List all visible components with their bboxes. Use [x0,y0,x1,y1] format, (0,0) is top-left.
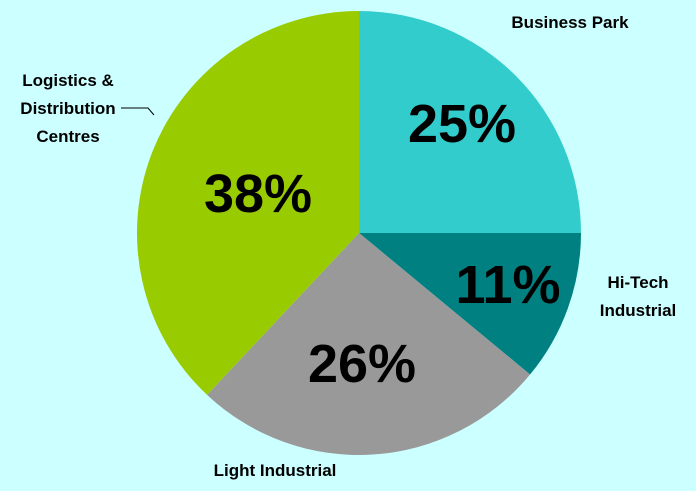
category-label-line: Distribution [20,99,115,118]
pie-slices [137,11,581,455]
category-label-logistics-distribution: Logistics & Distribution Centres [20,71,115,146]
category-label-line: Logistics & [22,71,114,90]
category-label-line: Light Industrial [214,461,337,480]
category-label-business-park: Business Park [511,13,629,32]
slice-business-park [359,11,581,233]
category-label-light-industrial: Light Industrial [214,461,337,480]
value-label-hi-tech-industrial: 11% [455,255,560,315]
slice-logistics-distribution [137,11,359,395]
category-label-line: Hi-Tech [607,273,668,292]
logistics-leader-line [121,107,155,116]
slice-hi-tech-industrial [359,233,581,375]
value-label-logistics-distribution: 38% [204,164,312,224]
category-label-line: Business Park [511,13,629,32]
category-label-line: Industrial [600,301,677,320]
percentage-labels: 25% 11% 26% 38% [204,94,561,394]
slice-light-industrial [207,233,531,455]
category-label-hi-tech-industrial: Hi-Tech Industrial [600,273,677,320]
category-label-line: Centres [36,127,99,146]
value-label-business-park: 25% [408,94,516,154]
value-label-light-industrial: 26% [308,334,416,394]
category-labels: Business Park Hi-Tech Industrial Light Indu… [20,13,676,480]
